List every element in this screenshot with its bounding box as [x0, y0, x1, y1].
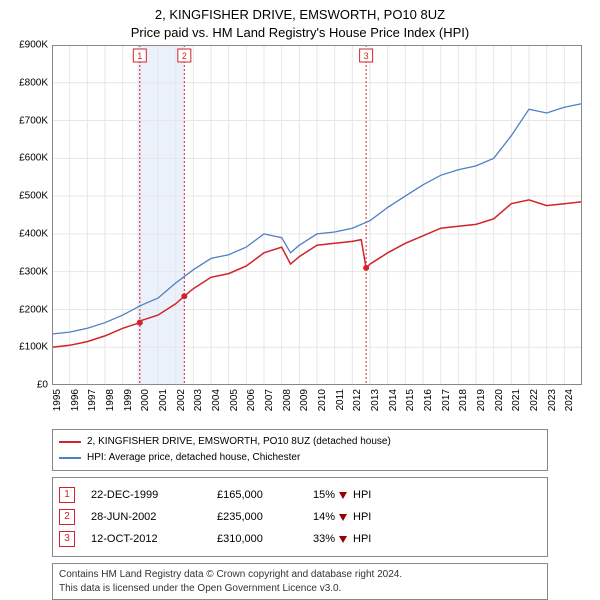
legend-item: 2, KINGFISHER DRIVE, EMSWORTH, PO10 8UZ … — [59, 434, 541, 450]
event-price: £165,000 — [217, 489, 297, 501]
event-marker: 2 — [59, 509, 75, 525]
x-tick-label: 2022 — [529, 389, 540, 411]
event-row: 1 22-DEC-1999 £165,000 15%HPI — [59, 484, 541, 506]
title-line-1: 2, KINGFISHER DRIVE, EMSWORTH, PO10 8UZ — [10, 6, 590, 24]
y-tick-label: £100K — [19, 342, 48, 353]
x-tick-label: 2016 — [423, 389, 434, 411]
x-tick-label: 2005 — [229, 389, 240, 411]
event-date: 22-DEC-1999 — [91, 489, 201, 501]
event-row: 3 12-OCT-2012 £310,000 33%HPI — [59, 528, 541, 550]
svg-text:2: 2 — [182, 51, 187, 61]
x-tick-label: 2012 — [352, 389, 363, 411]
arrow-down-icon — [339, 536, 347, 543]
event-date: 28-JUN-2002 — [91, 511, 201, 523]
x-tick-label: 2013 — [370, 389, 381, 411]
svg-text:1: 1 — [137, 51, 142, 61]
x-tick-label: 2018 — [458, 389, 469, 411]
x-tick-label: 2001 — [158, 389, 169, 411]
legend-label: HPI: Average price, detached house, Chic… — [87, 450, 300, 466]
x-tick-label: 2023 — [547, 389, 558, 411]
arrow-down-icon — [339, 514, 347, 521]
event-date: 12-OCT-2012 — [91, 533, 201, 545]
x-tick-label: 2007 — [264, 389, 275, 411]
x-tick-label: 2024 — [564, 389, 575, 411]
chart-title: 2, KINGFISHER DRIVE, EMSWORTH, PO10 8UZ … — [10, 6, 590, 41]
licence-box: Contains HM Land Registry data © Crown c… — [52, 563, 548, 600]
x-tick-label: 2003 — [193, 389, 204, 411]
x-tick-label: 2015 — [405, 389, 416, 411]
event-hpi-diff: 33%HPI — [313, 533, 403, 545]
legend: 2, KINGFISHER DRIVE, EMSWORTH, PO10 8UZ … — [52, 429, 548, 471]
x-tick-label: 2011 — [335, 389, 346, 411]
chart-container: 2, KINGFISHER DRIVE, EMSWORTH, PO10 8UZ … — [0, 0, 600, 590]
licence-line-1: Contains HM Land Registry data © Crown c… — [59, 568, 541, 582]
event-hpi-diff: 14%HPI — [313, 511, 403, 523]
x-tick-label: 2006 — [246, 389, 257, 411]
x-tick-label: 1998 — [105, 389, 116, 411]
x-tick-label: 1995 — [52, 389, 63, 411]
licence-line-2: This data is licensed under the Open Gov… — [59, 582, 541, 596]
x-tick-label: 2020 — [494, 389, 505, 411]
x-tick-label: 2002 — [176, 389, 187, 411]
x-tick-label: 2014 — [388, 389, 399, 411]
x-tick-label: 1999 — [123, 389, 134, 411]
x-tick-label: 2008 — [282, 389, 293, 411]
y-tick-label: £700K — [19, 115, 48, 126]
legend-label: 2, KINGFISHER DRIVE, EMSWORTH, PO10 8UZ … — [87, 434, 391, 450]
title-line-2: Price paid vs. HM Land Registry's House … — [10, 24, 590, 42]
x-tick-label: 1997 — [87, 389, 98, 411]
arrow-down-icon — [339, 492, 347, 499]
y-tick-label: £300K — [19, 266, 48, 277]
chart-svg: 1 2 3 — [52, 45, 582, 385]
y-tick-label: £500K — [19, 191, 48, 202]
event-price: £235,000 — [217, 511, 297, 523]
y-tick-label: £0 — [37, 380, 48, 391]
x-tick-label: 2009 — [299, 389, 310, 411]
x-tick-label: 2004 — [211, 389, 222, 411]
x-tick-label: 2010 — [317, 389, 328, 411]
y-tick-label: £800K — [19, 77, 48, 88]
legend-item: HPI: Average price, detached house, Chic… — [59, 450, 541, 466]
y-tick-label: £900K — [19, 40, 48, 51]
y-tick-label: £600K — [19, 153, 48, 164]
x-tick-label: 2021 — [511, 389, 522, 411]
legend-swatch — [59, 441, 81, 443]
event-marker: 1 — [59, 487, 75, 503]
x-axis: 1995 1996 1997 1998 1999 2000 2001 2002 2003 2004… — [52, 385, 582, 425]
event-row: 2 28-JUN-2002 £235,000 14%HPI — [59, 506, 541, 528]
y-axis: £0£100K£200K£300K£400K£500K£600K£700K£80… — [10, 45, 50, 385]
event-hpi-diff: 15%HPI — [313, 489, 403, 501]
y-tick-label: £200K — [19, 304, 48, 315]
x-tick-label: 2000 — [140, 389, 151, 411]
y-tick-label: £400K — [19, 228, 48, 239]
x-tick-label: 1996 — [70, 389, 81, 411]
svg-text:3: 3 — [364, 51, 369, 61]
x-tick-label: 2017 — [441, 389, 452, 411]
events-table: 1 22-DEC-1999 £165,000 15%HPI 2 28-JUN-2002 £2… — [52, 477, 548, 557]
event-price: £310,000 — [217, 533, 297, 545]
legend-swatch — [59, 457, 81, 459]
x-tick-label: 2019 — [476, 389, 487, 411]
event-marker: 3 — [59, 531, 75, 547]
chart-plot-area: £0£100K£200K£300K£400K£500K£600K£700K£80… — [52, 45, 582, 385]
